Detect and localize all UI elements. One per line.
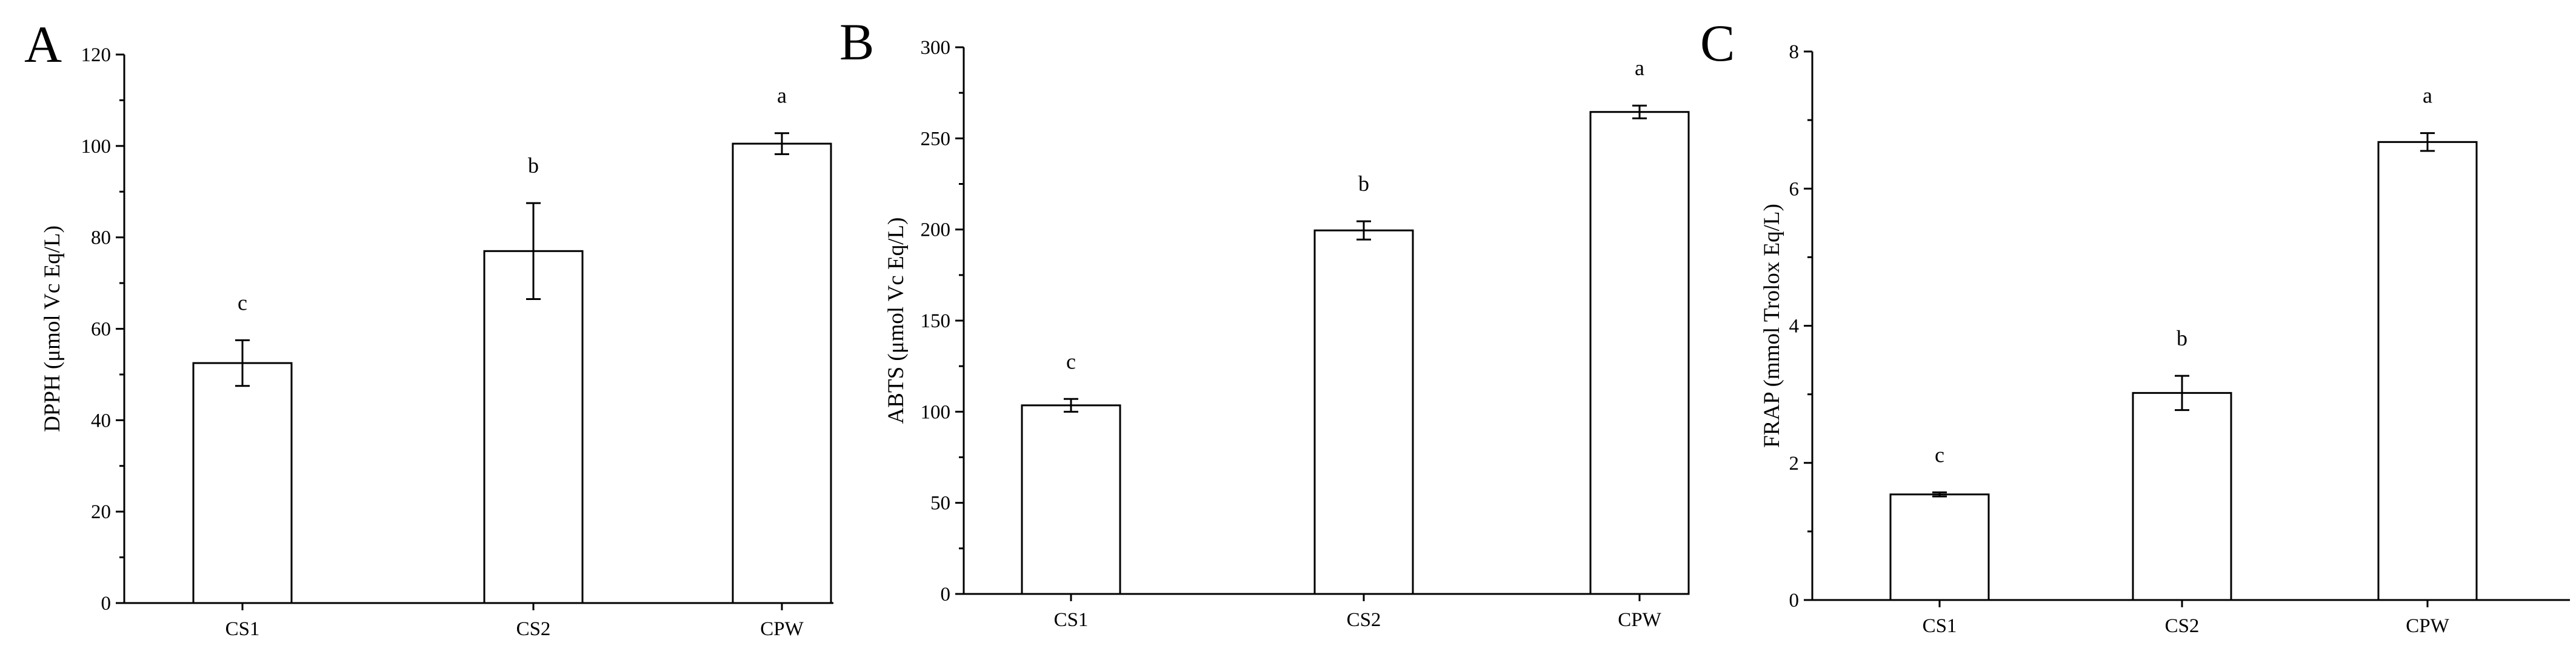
y-tick-label: 100	[81, 136, 112, 158]
significance-letter: c	[238, 290, 247, 315]
significance-letter: b	[1358, 172, 1369, 196]
y-tick-label: 8	[1789, 41, 1800, 63]
y-tick-label: 150	[921, 310, 951, 332]
x-tick-label: CPW	[760, 618, 804, 640]
y-axis-label: ABTS (μmol Vc Eq/L)	[884, 218, 909, 424]
y-axis-label: FRAP (mmol Trolox Eq/L)	[1760, 204, 1784, 448]
significance-letter: c	[1066, 349, 1076, 373]
x-tick-label: CS1	[1054, 609, 1089, 631]
significance-letter: a	[1635, 56, 1644, 80]
x-tick-label: CPW	[1618, 609, 1661, 631]
x-tick-label: CS2	[516, 618, 551, 640]
bar-cs1	[1021, 404, 1121, 595]
x-tick-label: CS2	[1347, 609, 1381, 631]
bar-cs2	[2132, 392, 2232, 601]
chart-panel-a: A 0 20 40 60 80 100 120 DPPH (μmol Vc Eq/L) c CS1 b…	[24, 15, 833, 640]
y-tick-label: 300	[921, 37, 951, 59]
y-tick-label: 4	[1789, 316, 1800, 338]
bar-cs2	[483, 250, 584, 604]
y-tick-label: 200	[921, 219, 951, 241]
bar-cs1	[1889, 493, 1990, 601]
bar-cs2	[1313, 229, 1414, 595]
y-tick-label: 6	[1789, 178, 1800, 200]
y-tick-label: 20	[91, 501, 111, 523]
y-tick-label: 50	[930, 493, 950, 515]
y-tick-label: 2	[1789, 453, 1800, 475]
y-tick-label: 250	[921, 128, 951, 150]
y-tick-label: 60	[91, 319, 111, 341]
panel-letter: B	[839, 13, 874, 71]
bar-cpw	[732, 142, 832, 604]
significance-letter: b	[528, 153, 539, 178]
y-tick-label: 80	[91, 227, 111, 249]
bar-cs1	[192, 362, 293, 604]
bar-cpw	[1589, 111, 1690, 595]
chart-panel-c: C 0 2 4 6 8 FRAP (mmol Trolox Eq/L) c CS1 b CS2 a CP…	[1700, 14, 2570, 637]
significance-letter: a	[2423, 84, 2432, 108]
bar-cpw	[2377, 141, 2478, 601]
y-tick-label: 120	[81, 44, 112, 66]
y-tick-label: 0	[1789, 590, 1800, 612]
panel-letter: C	[1700, 14, 1735, 72]
significance-letter: a	[777, 84, 787, 108]
y-tick-label: 0	[101, 593, 112, 615]
panel-letter: A	[24, 15, 62, 73]
y-tick-label: 100	[921, 401, 951, 423]
x-tick-label: CPW	[2406, 615, 2449, 637]
significance-letter: b	[2177, 326, 2187, 350]
y-axis-label: DPPH (μmol Vc Eq/L)	[40, 225, 65, 432]
significance-letter: c	[1935, 442, 1944, 467]
x-tick-label: CS1	[1923, 615, 1957, 637]
y-tick-label: 0	[941, 584, 951, 605]
chart-panel-b: B 0 50 100 150 200 250 300 ABTS (μmol Vc Eq/L) c C…	[839, 13, 1690, 631]
x-tick-label: CS1	[225, 618, 260, 640]
x-tick-label: CS2	[2165, 615, 2200, 637]
y-tick-label: 40	[91, 410, 111, 432]
